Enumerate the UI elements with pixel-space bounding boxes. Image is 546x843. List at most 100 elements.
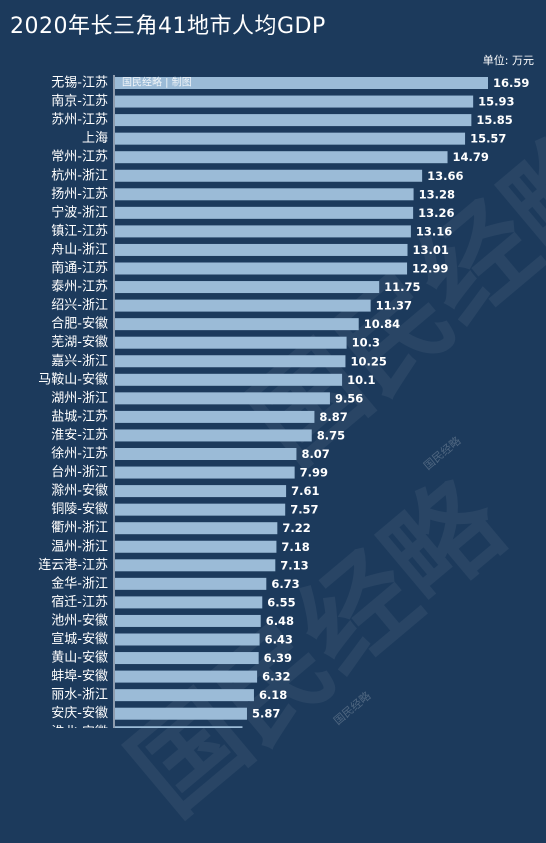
value-label: 6.48 bbox=[266, 614, 294, 628]
value-label: 6.39 bbox=[264, 651, 292, 665]
bar bbox=[115, 670, 258, 683]
category-label: 绍兴-浙江 bbox=[51, 298, 108, 313]
bar bbox=[115, 77, 488, 89]
value-label: 11.75 bbox=[384, 280, 420, 294]
category-label: 徐州-江苏 bbox=[51, 446, 108, 462]
value-label: 13.16 bbox=[416, 224, 452, 238]
category-label: 盐城-江苏 bbox=[51, 408, 108, 424]
category-label: 宣城-安徽 bbox=[51, 631, 108, 647]
category-label: 池州-安徽 bbox=[51, 613, 108, 628]
category-label: 安庆-安徽 bbox=[51, 706, 108, 721]
category-label: 淮北-安徽 bbox=[51, 725, 108, 728]
bar bbox=[115, 206, 414, 219]
category-label: 上海 bbox=[82, 131, 108, 146]
value-label: 10.3 bbox=[352, 336, 380, 350]
bar bbox=[115, 689, 254, 702]
value-label: 5.87 bbox=[252, 707, 280, 721]
bar bbox=[115, 652, 259, 665]
category-label: 杭州-浙江 bbox=[51, 168, 108, 183]
bar bbox=[115, 373, 343, 386]
value-label: 7.13 bbox=[280, 558, 308, 572]
value-label: 6.55 bbox=[267, 595, 295, 609]
bar-chart: 无锡-江苏 16.59 南京-江苏 15.93 苏州-江苏 15.85 上海 15.57 常州-… bbox=[38, 75, 529, 728]
value-label: 15.57 bbox=[470, 132, 506, 146]
bar bbox=[115, 522, 278, 535]
value-label: 9.56 bbox=[335, 391, 363, 405]
source-badge: 国民经略 | 制图 bbox=[122, 76, 192, 89]
category-label: 苏州-江苏 bbox=[51, 112, 108, 128]
value-label: 14.79 bbox=[453, 150, 489, 164]
value-label: 8.87 bbox=[319, 410, 347, 424]
category-label: 黄山-安徽 bbox=[51, 651, 108, 666]
category-label: 镇江-江苏 bbox=[51, 223, 108, 239]
bar bbox=[115, 169, 423, 182]
value-label: 7.57 bbox=[290, 503, 318, 517]
bar bbox=[115, 114, 472, 127]
bar bbox=[115, 318, 359, 331]
value-label: 15.85 bbox=[476, 113, 512, 127]
value-label: 6.18 bbox=[259, 688, 287, 702]
category-label: 金华-浙江 bbox=[51, 575, 108, 591]
value-label: 16.59 bbox=[493, 76, 529, 90]
bar bbox=[115, 262, 408, 275]
category-label: 铜陵-安徽 bbox=[51, 502, 108, 517]
category-label: 蚌埠-安徽 bbox=[51, 669, 108, 684]
bar bbox=[115, 225, 411, 238]
category-label: 连云港-江苏 bbox=[38, 557, 108, 573]
value-label: 5.67 bbox=[247, 725, 275, 728]
category-label: 滁州-安徽 bbox=[51, 483, 108, 499]
bar bbox=[115, 151, 448, 164]
bar bbox=[115, 503, 286, 516]
category-label: 无锡-江苏 bbox=[51, 75, 108, 91]
bar bbox=[115, 95, 474, 108]
value-label: 11.37 bbox=[376, 299, 412, 313]
value-label: 7.99 bbox=[300, 466, 328, 480]
value-label: 10.1 bbox=[347, 373, 375, 387]
bar bbox=[115, 336, 347, 349]
bar bbox=[115, 392, 330, 405]
bar bbox=[115, 707, 247, 720]
category-label: 淮安-江苏 bbox=[51, 427, 108, 443]
category-label: 衢州-浙江 bbox=[51, 521, 108, 536]
category-label: 泰州-江苏 bbox=[51, 279, 108, 295]
category-label: 合肥-安徽 bbox=[51, 317, 108, 332]
category-label: 常州-江苏 bbox=[51, 149, 108, 165]
bar bbox=[115, 410, 315, 423]
value-label: 6.43 bbox=[265, 633, 293, 647]
category-label: 马鞍山-安徽 bbox=[38, 371, 108, 387]
category-label: 舟山-浙江 bbox=[51, 242, 108, 257]
value-label: 13.66 bbox=[427, 169, 463, 183]
category-label: 湖州-浙江 bbox=[51, 391, 108, 406]
value-label: 13.28 bbox=[419, 187, 455, 201]
bar bbox=[115, 448, 297, 460]
bar bbox=[115, 429, 312, 442]
bar bbox=[115, 559, 276, 572]
bar bbox=[115, 540, 277, 553]
category-label: 扬州-江苏 bbox=[51, 186, 108, 202]
value-label: 12.99 bbox=[412, 262, 448, 276]
bar bbox=[115, 485, 287, 498]
category-label: 丽水-浙江 bbox=[51, 688, 108, 703]
bar bbox=[115, 132, 466, 145]
bar bbox=[115, 633, 260, 646]
value-label: 13.26 bbox=[418, 206, 454, 220]
bar bbox=[115, 243, 408, 256]
bar bbox=[115, 577, 267, 590]
value-label: 8.07 bbox=[301, 447, 329, 461]
bar bbox=[115, 188, 414, 201]
value-label: 10.25 bbox=[350, 354, 386, 368]
bar bbox=[115, 614, 261, 627]
value-label: 7.18 bbox=[281, 540, 309, 554]
value-label: 6.32 bbox=[262, 670, 290, 684]
bar bbox=[115, 299, 371, 312]
category-label: 南京-江苏 bbox=[51, 93, 108, 109]
bar bbox=[115, 596, 263, 609]
value-label: 13.01 bbox=[413, 243, 449, 257]
value-label: 10.84 bbox=[364, 317, 400, 331]
unit-label: 单位: 万元 bbox=[482, 54, 534, 67]
value-label: 8.75 bbox=[317, 428, 345, 442]
category-label: 宁波-浙江 bbox=[51, 204, 108, 220]
chart-title: 2020年长三角41地市人均GDP bbox=[10, 14, 326, 39]
value-label: 7.61 bbox=[291, 484, 319, 498]
category-label: 嘉兴-浙江 bbox=[51, 354, 108, 369]
